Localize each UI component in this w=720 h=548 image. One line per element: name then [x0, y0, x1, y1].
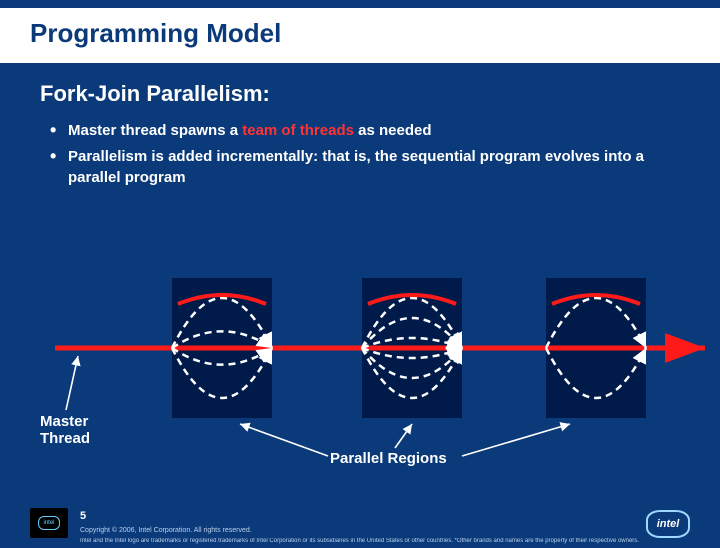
parallel-regions-label: Parallel Regions: [330, 450, 447, 467]
bullet-1-pre: Master thread: [68, 122, 166, 139]
subtitle: Fork-Join Parallelism:: [40, 81, 680, 107]
bullet-1-emph: team of threads: [242, 122, 354, 139]
bullet-2: Parallelism is added incrementally: that…: [50, 147, 680, 188]
diagram-svg: [0, 268, 720, 478]
bullet-1: Master thread spawns a team of threads a…: [50, 121, 680, 141]
trademark-text: Intel and the Intel logo are trademarks …: [80, 538, 710, 544]
intel-chip-icon: intel: [38, 516, 60, 530]
slide-title: Programming Model: [30, 18, 690, 49]
content-area: Fork-Join Parallelism: Master thread spa…: [0, 63, 720, 188]
bullet-1-post: as needed: [354, 122, 432, 139]
master-thread-label: Master Thread: [40, 413, 90, 447]
title-bar: Programming Model: [0, 8, 720, 63]
bullet-1-mid: spawns a: [166, 122, 242, 139]
footer: intel 5 Copyright © 2006, Intel Corporat…: [0, 502, 720, 548]
bullet-list: Master thread spawns a team of threads a…: [40, 121, 680, 188]
intel-logo: intel: [646, 510, 690, 538]
page-number: 5: [80, 510, 86, 522]
fork-join-diagram: Master Thread Parallel Regions: [0, 268, 720, 468]
intel-software-logo: intel: [30, 508, 68, 538]
copyright-text: Copyright © 2006, Intel Corporation. All…: [80, 527, 252, 534]
